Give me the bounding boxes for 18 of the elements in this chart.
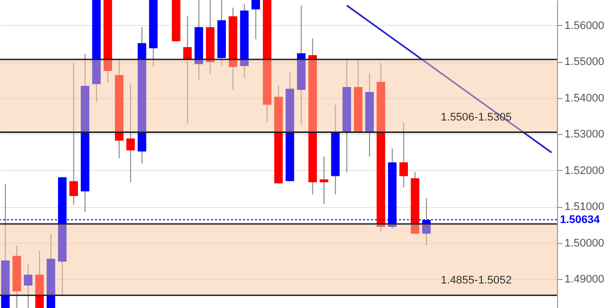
y-tick-label: 1.55000 <box>564 56 604 68</box>
y-tick-label: 1.52000 <box>564 164 604 177</box>
y-tick-label: 1.54000 <box>564 92 604 104</box>
candlestick <box>320 156 328 205</box>
candlestick <box>399 122 408 188</box>
band-label: 1.4855-1.5052 <box>440 274 512 286</box>
candlestick <box>69 62 78 206</box>
candlestick <box>126 84 135 183</box>
candlestick <box>251 0 260 40</box>
y-tick-label: 1.49000 <box>564 274 604 286</box>
y-tick-label: 1.50000 <box>564 237 604 250</box>
candlestick <box>24 263 32 308</box>
band-label: 1.5506-1.5305 <box>440 111 512 124</box>
y-tick-label: 1.56000 <box>564 20 604 32</box>
y-tick-label: 1.53000 <box>564 128 604 141</box>
ref-line-label: 1.50634 <box>560 214 601 226</box>
y-tick-label: 1.51000 <box>564 201 604 214</box>
candlestick <box>183 16 192 124</box>
